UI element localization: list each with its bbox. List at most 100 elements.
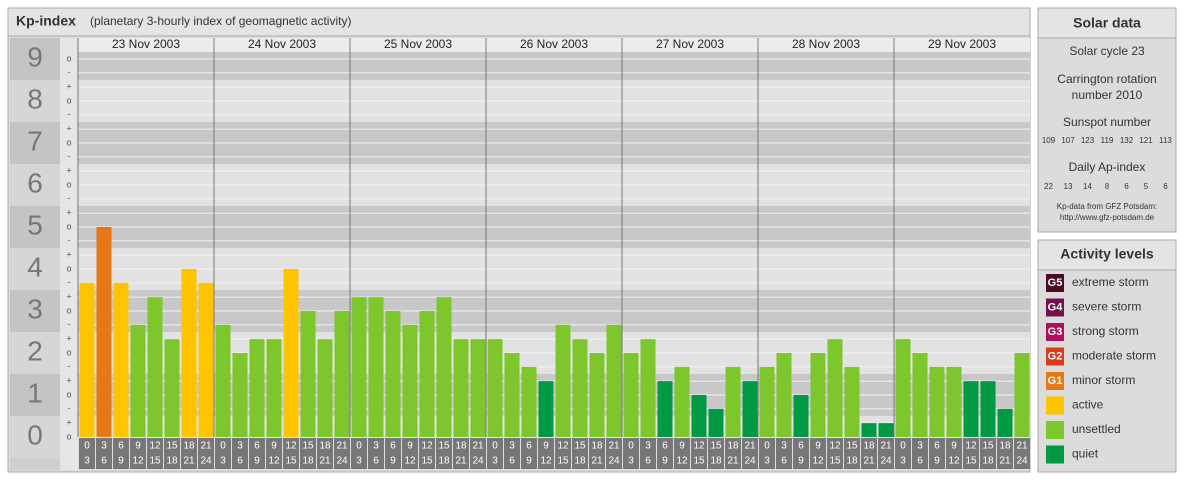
- day-header: [486, 38, 622, 52]
- minor-tick-label: +: [66, 82, 71, 92]
- x-tick-label: 24: [608, 456, 620, 467]
- x-tick-label: 24: [1016, 456, 1028, 467]
- bar: [436, 297, 452, 437]
- bar: [368, 297, 384, 437]
- bar: [929, 366, 945, 437]
- x-tick-label: 6: [917, 456, 923, 467]
- x-tick-label: 12: [404, 456, 416, 467]
- minor-tick-label: -: [68, 319, 71, 329]
- x-tick-label: 24: [472, 456, 484, 467]
- carrington: number 2010: [1072, 88, 1143, 102]
- solar-title-bar: [1037, 7, 1177, 39]
- x-tick-label: 3: [237, 441, 243, 452]
- sunspot-value: 132: [1120, 136, 1134, 145]
- bar: [725, 366, 741, 437]
- x-tick-label: 15: [166, 441, 178, 452]
- chart-title: Kp-index: [16, 13, 76, 29]
- bar: [810, 353, 826, 437]
- hour-cell: [402, 438, 418, 469]
- hour-cell: [504, 438, 520, 469]
- bar: [232, 353, 248, 437]
- hour-cell: [725, 438, 741, 469]
- legend-icon: G1: [1048, 375, 1063, 387]
- hour-cell: [487, 438, 503, 469]
- x-tick-label: 0: [492, 441, 498, 452]
- minor-tick-label: -: [68, 361, 71, 371]
- x-tick-label: 15: [285, 456, 297, 467]
- day-label: 29 Nov 2003: [928, 37, 996, 51]
- bar: [861, 423, 877, 437]
- solar-cycle: Solar cycle 23: [1069, 44, 1145, 58]
- bar: [334, 311, 350, 437]
- day-label: 26 Nov 2003: [520, 37, 588, 51]
- legend-icon: G4: [1048, 301, 1064, 313]
- x-tick-label: 3: [356, 456, 362, 467]
- hour-cell: [963, 438, 979, 469]
- x-tick-label: 15: [693, 456, 705, 467]
- hour-cell: [657, 438, 673, 469]
- x-tick-label: 9: [815, 441, 821, 452]
- x-tick-label: 6: [509, 456, 515, 467]
- x-tick-label: 12: [693, 441, 705, 452]
- hour-cell: [1014, 438, 1030, 469]
- x-tick-label: 21: [183, 456, 195, 467]
- hour-cell: [861, 438, 877, 469]
- hour-cell: [912, 438, 928, 469]
- y-tick-label: 0: [27, 419, 43, 450]
- sunspot-value: 113: [1159, 136, 1172, 145]
- y-tick-label: 1: [27, 377, 43, 408]
- minor-tick-label: +: [66, 292, 71, 302]
- hour-cell: [997, 438, 1013, 469]
- minor-column: [60, 38, 78, 470]
- x-tick-label: 21: [1016, 441, 1028, 452]
- bar: [147, 297, 163, 437]
- x-tick-label: 3: [84, 456, 90, 467]
- minor-tick-label: o: [66, 347, 71, 357]
- bar: [538, 381, 554, 437]
- bar: [266, 339, 282, 437]
- x-tick-label: 18: [710, 456, 722, 467]
- x-tick-label: 6: [526, 441, 532, 452]
- legend-label: quiet: [1072, 447, 1099, 461]
- x-tick-label: 6: [237, 456, 243, 467]
- bar: [606, 324, 622, 437]
- x-tick-label: 15: [302, 441, 314, 452]
- x-tick-label: 21: [200, 441, 212, 452]
- x-tick-label: 9: [951, 441, 957, 452]
- minor-tick-label: o: [66, 179, 71, 189]
- x-tick-label: 9: [679, 441, 685, 452]
- x-tick-label: 24: [200, 456, 212, 467]
- bar: [351, 297, 367, 437]
- bar: [827, 339, 843, 437]
- y-tick-label: 6: [27, 167, 43, 198]
- legend-swatch: [1046, 347, 1064, 366]
- bar: [453, 339, 469, 437]
- minor-tick-label: o: [66, 53, 71, 63]
- hour-cell: [878, 438, 894, 469]
- x-tick-label: 18: [302, 456, 314, 467]
- ap-value: 8: [1105, 182, 1110, 191]
- x-tick-label: 0: [900, 441, 906, 452]
- x-tick-label: 21: [608, 441, 620, 452]
- hour-cell: [674, 438, 690, 469]
- minor-tick-label: +: [66, 418, 71, 428]
- x-tick-label: 12: [829, 441, 841, 452]
- x-tick-label: 21: [727, 456, 739, 467]
- x-tick-label: 3: [373, 441, 379, 452]
- minor-tick-label: +: [66, 124, 71, 134]
- minor-tick-label: o: [66, 263, 71, 273]
- bar: [181, 269, 197, 437]
- x-tick-label: 24: [744, 456, 756, 467]
- bar: [470, 339, 486, 437]
- x-tick-label: 6: [254, 441, 260, 452]
- x-tick-label: 15: [574, 441, 586, 452]
- source: Kp-data from GFZ Potsdam:: [1057, 202, 1157, 211]
- hour-cell: [759, 438, 775, 469]
- sunspot-value: 121: [1139, 136, 1153, 145]
- hour-cell: [691, 438, 707, 469]
- x-tick-label: 12: [557, 441, 569, 452]
- day-label: 28 Nov 2003: [792, 37, 860, 51]
- x-tick-label: 9: [526, 456, 532, 467]
- source-url: http://www.gfz-potsdam.de: [1060, 213, 1155, 222]
